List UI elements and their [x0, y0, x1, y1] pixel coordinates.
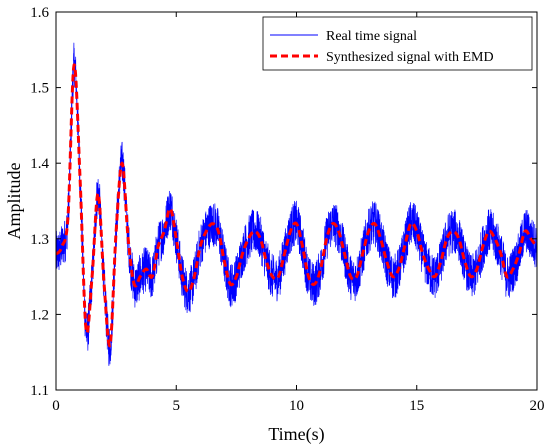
y-tick-label: 1.2	[30, 307, 49, 323]
y-axis-label: Amplitude	[4, 162, 24, 239]
x-tick-label: 10	[289, 398, 304, 414]
series-line-synthesized-emd	[56, 63, 537, 348]
x-tick-label: 5	[173, 398, 181, 414]
y-tick-label: 1.1	[30, 383, 49, 399]
y-tick-label: 1.3	[30, 232, 49, 248]
y-tick-label: 1.4	[30, 156, 49, 172]
y-tick-label: 1.5	[30, 81, 49, 97]
x-tick-label: 0	[52, 398, 60, 414]
x-tick-label: 15	[409, 398, 424, 414]
x-axis: 0 5 10 15 20	[52, 12, 545, 414]
series-layer	[56, 42, 537, 367]
x-axis-label: Time(s)	[268, 424, 324, 445]
series-line-real-time-signal	[56, 42, 537, 367]
legend: Real time signal Synthesized signal with…	[262, 16, 533, 71]
y-axis: 1.1 1.2 1.3 1.4 1.5 1.6	[30, 5, 537, 399]
y-tick-label: 1.6	[30, 5, 49, 21]
legend-label-real-time: Real time signal	[326, 29, 417, 44]
x-tick-label: 20	[530, 398, 545, 414]
legend-box	[262, 16, 533, 71]
legend-label-synthesized: Synthesized signal with EMD	[326, 50, 494, 65]
